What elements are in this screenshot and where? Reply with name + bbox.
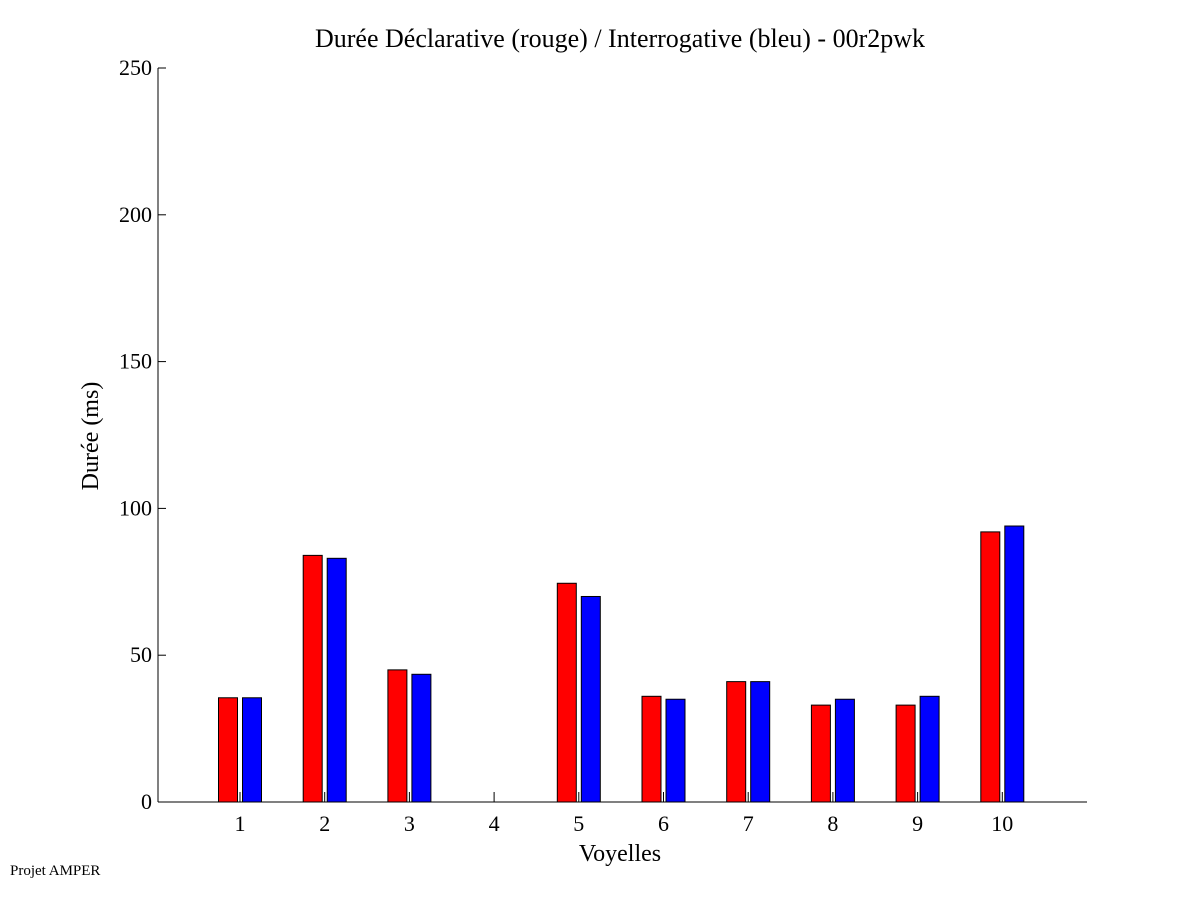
bar-declarative	[895, 704, 916, 803]
bar-declarative	[387, 669, 408, 803]
bar-interrogative	[1004, 525, 1025, 803]
x-tick-label: 10	[991, 811, 1013, 836]
tick-labels: 0 50 100 150 200 250 1 2 3 4 5 6 7 8 9 10	[119, 55, 1013, 836]
x-tick-label: 4	[489, 811, 500, 836]
bar-declarative	[302, 554, 323, 803]
bar-declarative	[641, 695, 662, 803]
bar-interrogative	[750, 681, 771, 803]
bar-interrogative	[580, 595, 601, 803]
x-tick-label: 8	[827, 811, 838, 836]
x-tick-label: 9	[912, 811, 923, 836]
y-tick-label: 250	[119, 55, 152, 80]
bar-declarative	[980, 531, 1001, 803]
x-tick-label: 3	[404, 811, 415, 836]
bar-interrogative	[326, 557, 347, 803]
y-tick-label: 150	[119, 349, 152, 374]
bar-declarative	[556, 582, 577, 803]
y-axis-label: Durée (ms)	[78, 382, 104, 491]
x-tick-label: 7	[743, 811, 754, 836]
chart-title: Durée Déclarative (rouge) / Interrogativ…	[315, 24, 925, 53]
x-tick-label: 6	[658, 811, 669, 836]
x-tick-label: 2	[319, 811, 330, 836]
axes	[157, 67, 1087, 803]
y-tick-label: 50	[130, 642, 152, 667]
bar-interrogative	[834, 698, 855, 803]
y-tick-label: 100	[119, 495, 152, 520]
x-axis-label: Voyelles	[579, 841, 661, 867]
x-tick-label: 1	[235, 811, 246, 836]
bar-interrogative	[411, 673, 432, 803]
y-tick-label: 200	[119, 202, 152, 227]
bar-interrogative	[242, 697, 262, 803]
bar-declarative	[810, 704, 831, 803]
bar-declarative	[218, 697, 238, 803]
bar-interrogative	[919, 695, 940, 803]
x-tick-label: 5	[573, 811, 584, 836]
bar-interrogative	[665, 698, 686, 803]
y-tick-label: 0	[141, 789, 152, 814]
footer-credit: Projet AMPER	[10, 863, 101, 879]
bars	[218, 525, 1025, 803]
bar-declarative	[726, 681, 747, 803]
